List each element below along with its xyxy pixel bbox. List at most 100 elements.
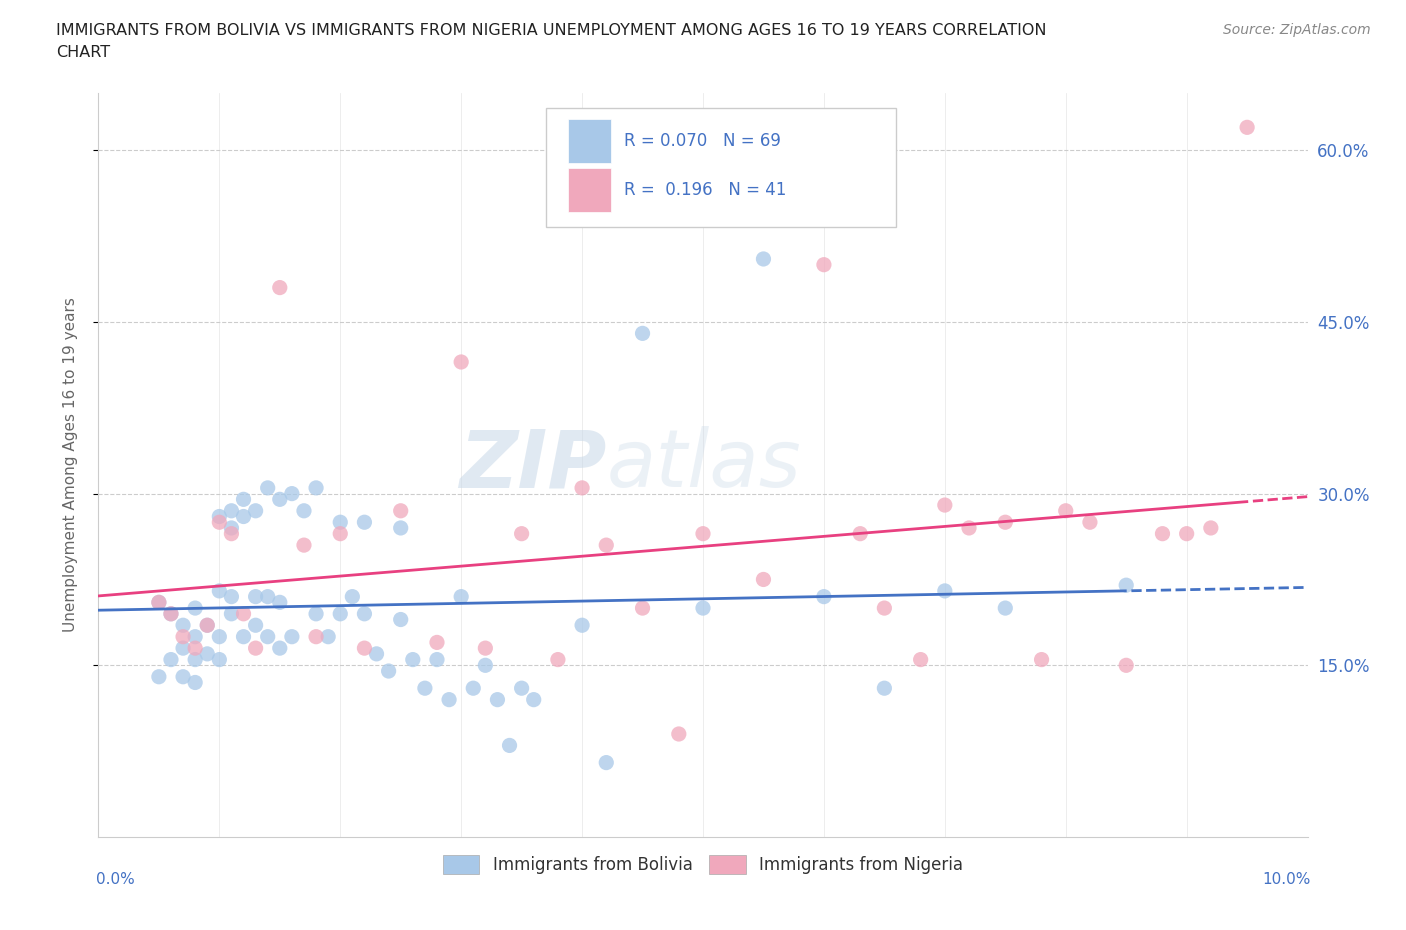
- Point: [160, 606, 183, 621]
- Point: [813, 590, 835, 604]
- Point: [631, 601, 654, 616]
- Point: [873, 601, 896, 616]
- Point: [221, 526, 243, 541]
- Point: [752, 572, 775, 587]
- Point: [377, 664, 399, 679]
- Point: [232, 509, 254, 524]
- Point: [208, 583, 231, 598]
- Point: [437, 692, 460, 707]
- Point: [413, 681, 436, 696]
- Point: [934, 583, 956, 598]
- Point: [910, 652, 932, 667]
- Point: [426, 652, 449, 667]
- Point: [172, 641, 194, 656]
- Point: [292, 503, 315, 518]
- Point: [523, 692, 546, 707]
- Point: [813, 258, 835, 272]
- Point: [474, 641, 496, 656]
- Point: [1115, 658, 1137, 672]
- Point: [184, 641, 207, 656]
- Point: [256, 630, 278, 644]
- Point: [595, 755, 617, 770]
- Point: [329, 515, 352, 530]
- Point: [208, 509, 231, 524]
- Point: [281, 630, 304, 644]
- Point: [245, 618, 267, 632]
- Point: [1236, 120, 1258, 135]
- Point: [692, 526, 714, 541]
- Point: [692, 601, 714, 616]
- Point: [498, 738, 520, 753]
- Text: ZIP: ZIP: [458, 426, 606, 504]
- Point: [389, 521, 412, 536]
- Point: [184, 630, 207, 644]
- Point: [221, 590, 243, 604]
- Point: [184, 652, 207, 667]
- FancyBboxPatch shape: [568, 119, 612, 164]
- Point: [208, 630, 231, 644]
- Point: [148, 670, 170, 684]
- Text: 10.0%: 10.0%: [1263, 871, 1310, 886]
- Point: [245, 503, 267, 518]
- Point: [208, 652, 231, 667]
- Point: [1078, 515, 1101, 530]
- Point: [934, 498, 956, 512]
- Point: [450, 354, 472, 369]
- Point: [256, 590, 278, 604]
- Point: [389, 503, 412, 518]
- Point: [957, 521, 980, 536]
- Point: [1175, 526, 1198, 541]
- Point: [148, 595, 170, 610]
- Point: [547, 652, 569, 667]
- Point: [389, 612, 412, 627]
- Point: [994, 515, 1017, 530]
- Point: [221, 503, 243, 518]
- Point: [232, 492, 254, 507]
- Point: [994, 601, 1017, 616]
- FancyBboxPatch shape: [568, 167, 612, 212]
- Point: [571, 618, 593, 632]
- Point: [195, 618, 218, 632]
- Point: [668, 726, 690, 741]
- Point: [172, 670, 194, 684]
- Y-axis label: Unemployment Among Ages 16 to 19 years: Unemployment Among Ages 16 to 19 years: [63, 298, 77, 632]
- Text: CHART: CHART: [56, 45, 110, 60]
- Point: [631, 326, 654, 340]
- Text: R =  0.196   N = 41: R = 0.196 N = 41: [624, 180, 787, 199]
- Text: IMMIGRANTS FROM BOLIVIA VS IMMIGRANTS FROM NIGERIA UNEMPLOYMENT AMONG AGES 16 TO: IMMIGRANTS FROM BOLIVIA VS IMMIGRANTS FR…: [56, 23, 1046, 38]
- Point: [269, 492, 291, 507]
- Point: [172, 630, 194, 644]
- Text: atlas: atlas: [606, 426, 801, 504]
- Point: [510, 681, 533, 696]
- Point: [402, 652, 425, 667]
- Legend: Immigrants from Bolivia, Immigrants from Nigeria: Immigrants from Bolivia, Immigrants from…: [436, 848, 970, 881]
- Point: [353, 641, 375, 656]
- Point: [1115, 578, 1137, 592]
- Point: [281, 486, 304, 501]
- Point: [510, 526, 533, 541]
- Point: [305, 606, 328, 621]
- Point: [571, 481, 593, 496]
- Point: [486, 692, 509, 707]
- Point: [184, 675, 207, 690]
- Point: [305, 481, 328, 496]
- Point: [1199, 521, 1222, 536]
- Point: [195, 618, 218, 632]
- Text: 0.0%: 0.0%: [96, 871, 135, 886]
- Point: [329, 606, 352, 621]
- Point: [329, 526, 352, 541]
- Text: R = 0.070   N = 69: R = 0.070 N = 69: [624, 132, 782, 151]
- Point: [353, 515, 375, 530]
- Point: [148, 595, 170, 610]
- Text: Source: ZipAtlas.com: Source: ZipAtlas.com: [1223, 23, 1371, 37]
- Point: [195, 646, 218, 661]
- Point: [595, 538, 617, 552]
- Point: [160, 652, 183, 667]
- Point: [160, 606, 183, 621]
- Point: [353, 606, 375, 621]
- Point: [752, 251, 775, 266]
- Point: [269, 280, 291, 295]
- Point: [221, 606, 243, 621]
- Point: [305, 630, 328, 644]
- Point: [245, 590, 267, 604]
